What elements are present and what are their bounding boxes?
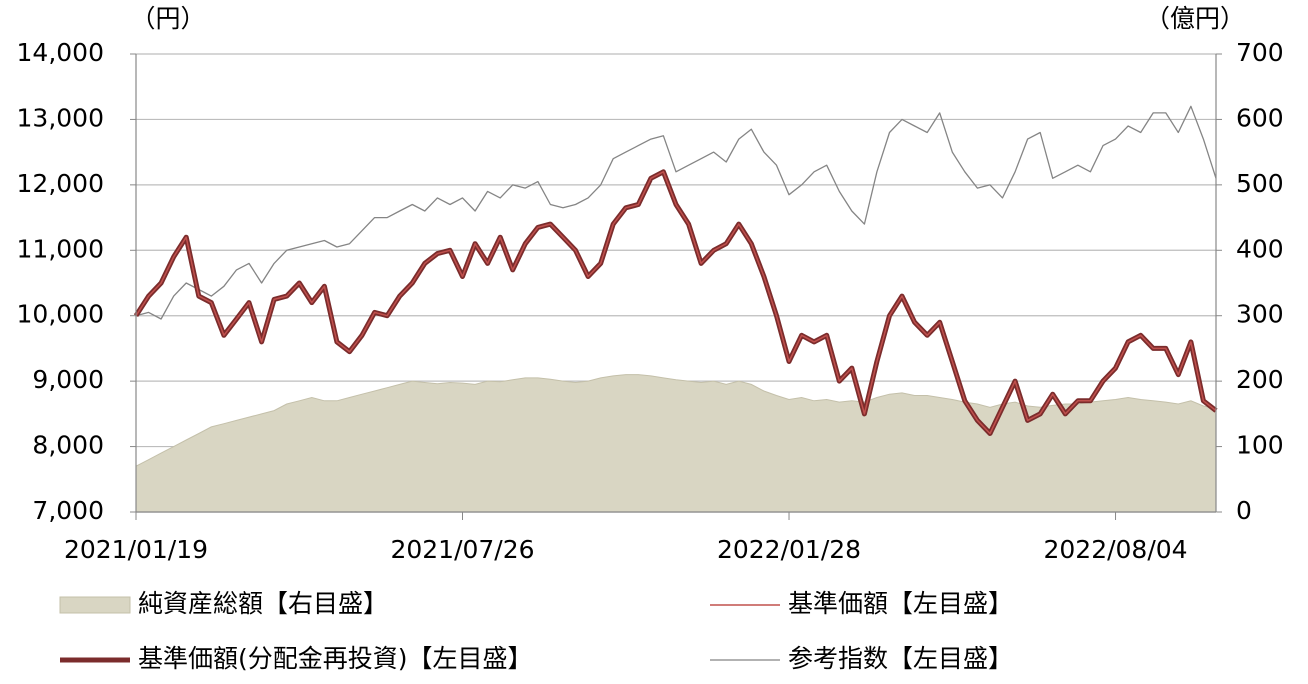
line	[135, 105, 1217, 320]
y-tick-label: 12,000	[17, 169, 104, 198]
line	[135, 171, 1217, 435]
y2-tick-label: 300	[1236, 300, 1284, 329]
y2-tick-label: 100	[1236, 431, 1284, 460]
y2-tick-label: 700	[1236, 38, 1284, 67]
x-tick-label: 2022/01/28	[717, 535, 861, 564]
y2-tick-label: 0	[1236, 496, 1252, 525]
x-tick-label: 2021/07/26	[390, 535, 534, 564]
legend-label: 純資産総額【右目盛】	[138, 589, 388, 618]
y2-tick-label: 200	[1236, 365, 1284, 394]
y-tick-label: 13,000	[17, 103, 104, 132]
y2-tick-label: 600	[1236, 103, 1284, 132]
y2-axis-unit: （億円）	[1145, 4, 1245, 33]
y2-tick-label: 400	[1236, 234, 1284, 263]
y-tick-label: 8,000	[32, 431, 104, 460]
y-tick-label: 11,000	[17, 234, 104, 263]
legend-label: 参考指数【左目盛】	[788, 644, 1013, 673]
x-tick-label: 2021/01/19	[64, 535, 208, 564]
y-tick-label: 10,000	[17, 300, 104, 329]
area	[135, 374, 1217, 513]
legend-swatch	[59, 596, 131, 614]
x-tick-label: 2022/08/04	[1043, 535, 1187, 564]
y2-tick-label: 500	[1236, 169, 1284, 198]
legend-label: 基準価額(分配金再投資)【左目盛】	[138, 644, 533, 673]
y-tick-label: 9,000	[32, 365, 104, 394]
y-tick-label: 7,000	[32, 496, 104, 525]
y-tick-label: 14,000	[17, 38, 104, 67]
y-axis-unit: （円）	[130, 4, 205, 33]
legend-label: 基準価額【左目盛】	[788, 589, 1013, 618]
